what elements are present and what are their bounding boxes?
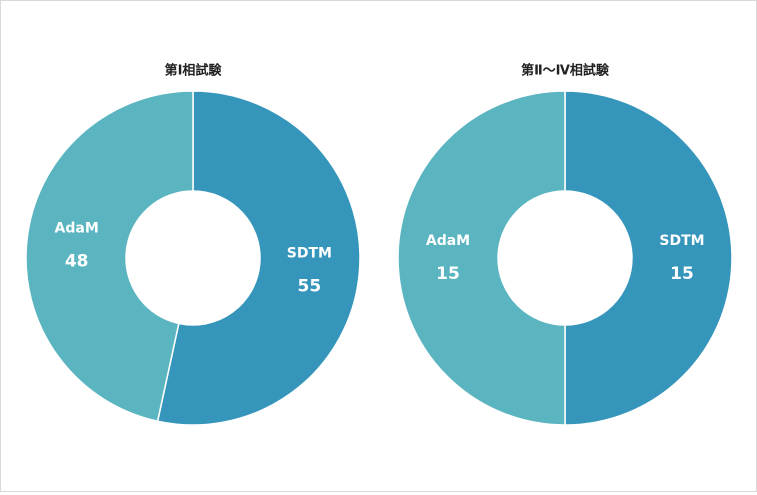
donut-segment xyxy=(25,90,194,423)
donut-segment xyxy=(397,90,566,426)
segment-value: 48 xyxy=(65,252,89,272)
segment-value: 15 xyxy=(436,264,460,284)
donut-segment xyxy=(156,90,361,426)
segment-name: AdaM xyxy=(426,233,470,249)
segment-name: SDTM xyxy=(287,245,332,261)
segment-value: 15 xyxy=(670,264,694,284)
donut-segment xyxy=(564,90,733,426)
segment-name: SDTM xyxy=(659,233,704,249)
chart-title: 第Ⅰ相試験 xyxy=(165,63,223,79)
segment-value: 55 xyxy=(297,276,321,296)
chart-title: 第Ⅱ～Ⅳ相試験 xyxy=(521,63,610,79)
segment-name: AdaM xyxy=(55,221,99,237)
